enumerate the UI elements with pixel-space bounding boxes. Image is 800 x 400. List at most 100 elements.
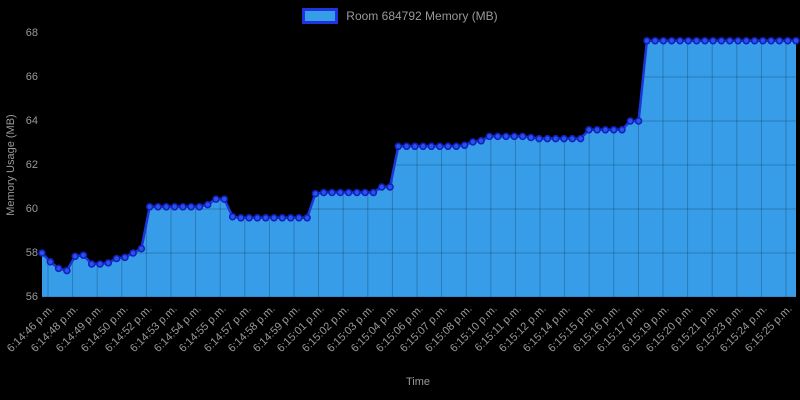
data-point-marker[interactable] [502, 132, 510, 141]
data-point-marker[interactable] [170, 203, 179, 211]
data-point-marker[interactable] [427, 142, 436, 151]
data-point-marker[interactable] [96, 260, 104, 268]
data-point-marker[interactable] [311, 189, 320, 198]
legend[interactable]: Room 684792 Memory (MB) [0, 8, 800, 24]
data-point-marker[interactable] [245, 214, 253, 222]
data-point-marker[interactable] [361, 188, 369, 197]
data-point-marker[interactable] [527, 133, 535, 142]
data-point-marker[interactable] [535, 134, 543, 143]
data-point-marker[interactable] [609, 126, 618, 134]
data-point-marker[interactable] [162, 203, 171, 211]
data-point-marker[interactable] [411, 142, 419, 151]
data-point-marker[interactable] [493, 132, 502, 141]
data-point-marker[interactable] [402, 142, 411, 151]
y-tick-label: 68 [25, 27, 38, 39]
data-point-marker[interactable] [518, 132, 527, 141]
data-point-marker[interactable] [709, 36, 717, 45]
data-point-marker[interactable] [560, 134, 568, 143]
area-fill [42, 40, 796, 297]
data-point-marker[interactable] [112, 254, 121, 263]
data-point-marker[interactable] [717, 36, 726, 45]
data-point-marker[interactable] [725, 36, 734, 45]
data-point-marker[interactable] [237, 214, 245, 222]
data-point-marker[interactable] [576, 134, 585, 143]
data-point-marker[interactable] [460, 141, 469, 149]
data-point-marker[interactable] [353, 188, 361, 197]
data-point-marker[interactable] [593, 126, 601, 134]
y-tick-label: 64 [25, 115, 38, 127]
data-point-marker[interactable] [767, 36, 775, 45]
data-point-marker[interactable] [295, 214, 303, 222]
data-point-marker[interactable] [228, 212, 237, 221]
data-point-marker[interactable] [750, 36, 759, 45]
data-point-marker[interactable] [701, 36, 709, 45]
data-point-marker[interactable] [742, 36, 751, 45]
data-point-marker[interactable] [179, 203, 187, 211]
data-point-marker[interactable] [618, 126, 626, 134]
data-point-marker[interactable] [87, 260, 96, 268]
data-point-marker[interactable] [220, 195, 229, 203]
data-point-marker[interactable] [129, 249, 137, 257]
data-point-marker[interactable] [71, 252, 79, 261]
data-point-marker[interactable] [667, 36, 676, 45]
data-point-marker[interactable] [328, 188, 336, 197]
data-point-marker[interactable] [568, 134, 577, 143]
data-point-marker[interactable] [469, 138, 477, 146]
data-point-marker[interactable] [792, 36, 800, 45]
data-point-marker[interactable] [444, 142, 452, 151]
data-point-marker[interactable] [775, 36, 784, 45]
data-point-marker[interactable] [643, 36, 651, 45]
data-point-marker[interactable] [195, 203, 204, 211]
data-point-marker[interactable] [543, 134, 552, 143]
data-point-marker[interactable] [303, 214, 311, 222]
data-point-marker[interactable] [212, 195, 220, 203]
data-point-marker[interactable] [253, 214, 262, 222]
data-point-marker[interactable] [510, 132, 519, 141]
data-point-marker[interactable] [659, 36, 668, 45]
data-point-marker[interactable] [435, 142, 444, 151]
y-tick-label: 58 [25, 247, 38, 259]
data-point-marker[interactable] [104, 259, 113, 267]
data-point-marker[interactable] [419, 142, 427, 151]
data-point-marker[interactable] [187, 203, 195, 211]
data-point-marker[interactable] [759, 36, 767, 45]
data-point-marker[interactable] [278, 214, 287, 222]
data-point-marker[interactable] [286, 214, 295, 222]
data-point-marker[interactable] [137, 244, 146, 253]
data-point-marker[interactable] [692, 36, 701, 45]
data-point-marker[interactable] [203, 200, 212, 209]
data-point-marker[interactable] [261, 214, 270, 222]
data-point-marker[interactable] [46, 258, 55, 266]
data-point-marker[interactable] [377, 183, 386, 191]
data-point-marker[interactable] [585, 126, 593, 134]
data-point-marker[interactable] [734, 36, 742, 45]
data-point-marker[interactable] [369, 188, 378, 197]
data-point-marker[interactable] [54, 264, 63, 273]
data-point-marker[interactable] [386, 183, 394, 191]
data-point-marker[interactable] [651, 36, 659, 45]
data-point-marker[interactable] [121, 253, 129, 262]
data-point-marker[interactable] [452, 142, 461, 151]
data-point-marker[interactable] [477, 137, 485, 145]
data-point-marker[interactable] [270, 214, 278, 222]
data-point-marker[interactable] [336, 188, 345, 197]
data-point-marker[interactable] [485, 132, 494, 141]
data-point-marker[interactable] [344, 188, 353, 197]
data-point-marker[interactable] [38, 249, 46, 257]
data-point-marker[interactable] [626, 117, 635, 125]
data-point-marker[interactable] [634, 117, 643, 125]
legend-label: Room 684792 Memory (MB) [346, 9, 498, 23]
data-point-marker[interactable] [79, 251, 88, 259]
data-point-marker[interactable] [783, 36, 792, 45]
data-point-marker[interactable] [551, 134, 560, 143]
data-point-marker[interactable] [676, 36, 684, 45]
data-point-marker[interactable] [63, 266, 71, 275]
data-point-marker[interactable] [601, 126, 610, 134]
data-point-marker[interactable] [154, 203, 162, 211]
data-point-marker[interactable] [319, 188, 328, 197]
data-point-marker[interactable] [145, 203, 154, 211]
data-point-marker[interactable] [394, 142, 403, 151]
data-point-marker[interactable] [684, 36, 693, 45]
